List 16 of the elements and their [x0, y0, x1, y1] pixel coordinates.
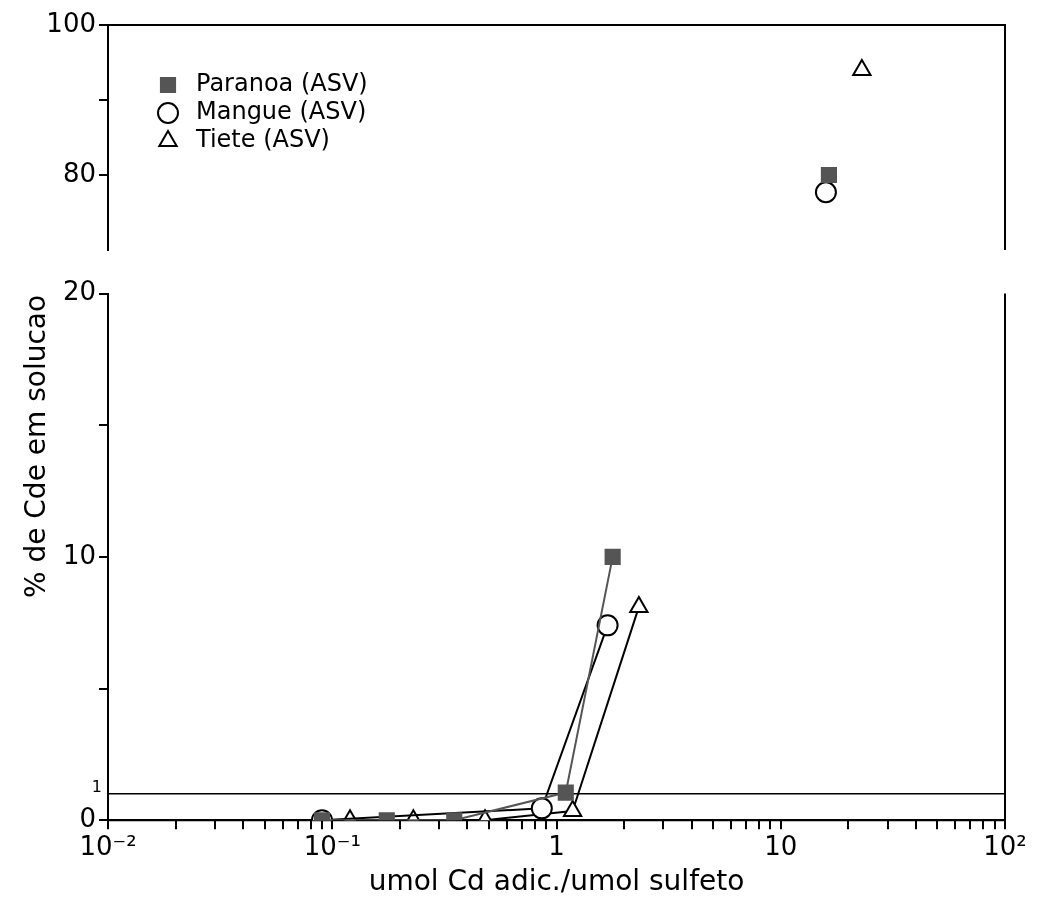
x-tick-label: 10⁻² [79, 830, 137, 861]
y-tick-label: 0 [79, 802, 96, 833]
x-axis-title: umol Cd adic./umol sulfeto [368, 864, 745, 898]
x-tick-label: 1 [548, 830, 565, 861]
y-tick-label: 100 [46, 7, 96, 38]
y-tick-label: 20 [62, 276, 96, 307]
ref-line-label: 1 [91, 777, 102, 797]
legend-label: Mangue (ASV) [196, 97, 367, 126]
x-tick-label: 10 [764, 830, 798, 861]
x-tick-label: 10⁻¹ [303, 830, 361, 861]
y-axis-title: % de Cde em solucao [18, 293, 52, 601]
x-tick-label: 10² [983, 830, 1027, 861]
legend-label: Paranoa (ASV) [196, 69, 368, 98]
y-tick-label: 80 [62, 157, 96, 188]
y-tick-label: 10 [62, 539, 96, 570]
legend-label: Tiete (ASV) [195, 125, 330, 154]
